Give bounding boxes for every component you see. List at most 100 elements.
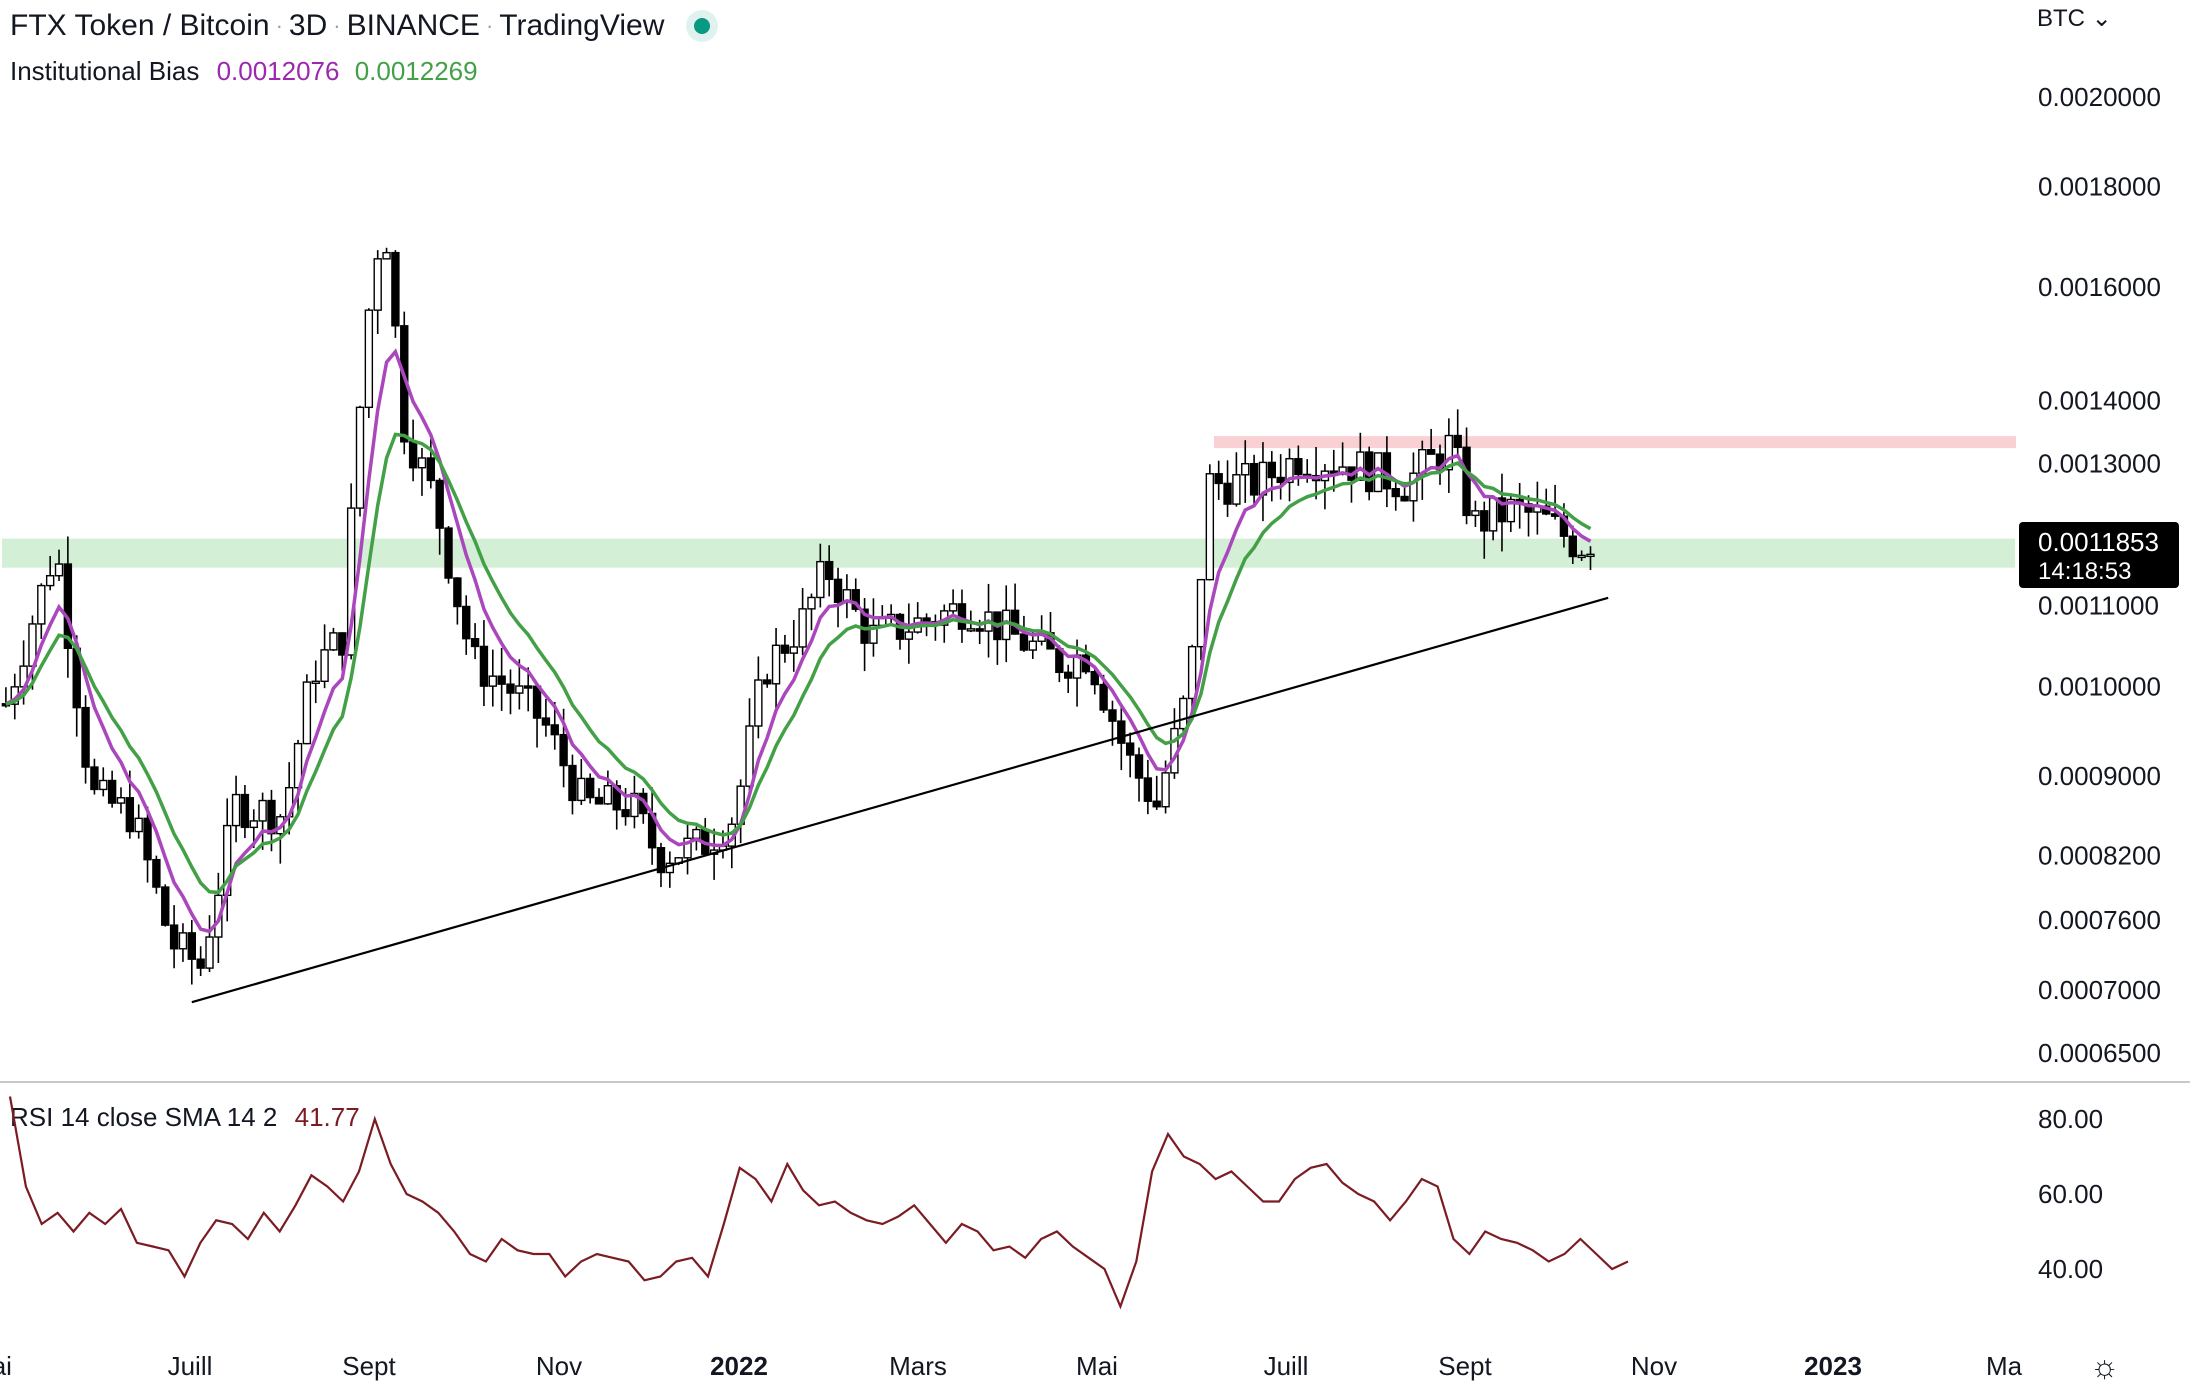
candle-body <box>577 777 586 802</box>
price-axis-tick: 0.0007600 <box>2038 905 2161 935</box>
candle-body <box>444 527 453 579</box>
candle-body <box>754 679 763 727</box>
price-axis-tick: 0.0016000 <box>2038 272 2161 302</box>
interval-label[interactable]: 3D <box>288 9 328 42</box>
price-axis-tick: 0.0013000 <box>2038 448 2161 478</box>
candle-body <box>966 628 976 632</box>
candle-body <box>763 679 772 685</box>
ema-fast-line <box>5 348 1592 934</box>
price-axis-tick: 0.0014000 <box>2038 385 2161 415</box>
price-axis-tick: 0.0020000 <box>2038 82 2161 112</box>
price-axis-tick: 0.0007000 <box>2038 975 2161 1005</box>
rsi-legend[interactable]: RSI 14 close SMA 14 2 41.77 <box>10 1102 360 1133</box>
candle-body <box>152 858 161 888</box>
time-axis-tick: Juill <box>168 1351 213 1381</box>
time-axis-tick: 2023 <box>1804 1351 1862 1381</box>
candle-body <box>1285 458 1294 484</box>
candle-body <box>1568 535 1577 558</box>
candle-body <box>258 799 267 822</box>
rsi-axis-tick: 40.00 <box>2038 1254 2103 1284</box>
rsi-axis-tick: 60.00 <box>2038 1179 2103 1209</box>
rsi-name: RSI 14 close SMA 14 2 <box>10 1102 278 1132</box>
resistance-zone <box>1214 436 2016 449</box>
ema-slow-line <box>5 432 1592 895</box>
candle-body <box>346 507 356 656</box>
zones-layer <box>2 436 2016 568</box>
candle-body <box>1577 554 1586 559</box>
candles-layer <box>1 247 1595 985</box>
candle-body <box>541 717 551 726</box>
candle-body <box>143 817 152 861</box>
indicator-value-slow: 0.0012269 <box>354 56 478 86</box>
time-axis-tick: Mai <box>1076 1351 1118 1381</box>
candle-body <box>922 617 931 623</box>
candle-body <box>1152 800 1161 808</box>
candle-body <box>1391 488 1400 498</box>
chevron-down-icon: ⌄ <box>2091 5 2112 32</box>
candle-body <box>1161 772 1170 808</box>
candle-body <box>453 577 462 608</box>
candle-body <box>665 862 675 874</box>
candle-body <box>1134 754 1144 779</box>
candle-body <box>240 793 250 829</box>
candle-body <box>603 785 613 805</box>
candle-body <box>568 764 577 802</box>
candle-body <box>1117 720 1126 744</box>
candle-body <box>1453 434 1462 449</box>
rsi-value: 41.77 <box>294 1102 360 1132</box>
price-axis-tick: 0.0018000 <box>2038 172 2161 202</box>
candle-body <box>1497 497 1507 523</box>
time-axis-tick: Mars <box>889 1351 947 1381</box>
chart-header: FTX Token / Bitcoin · 3D · BINANCE · Tra… <box>10 6 711 46</box>
indicator-value-fast: 0.0012076 <box>216 56 340 86</box>
rsi-axis-tick: 80.00 <box>2038 1104 2103 1134</box>
candle-body <box>470 637 480 648</box>
candle-body <box>1276 476 1285 484</box>
candle-body <box>1125 742 1135 756</box>
candle-body <box>771 644 781 685</box>
platform-label: TradingView <box>499 9 665 42</box>
candle-body <box>134 817 143 833</box>
candle-body <box>1028 640 1037 651</box>
price-axis-tick: 0.0009000 <box>2038 761 2161 791</box>
candle-body <box>532 685 542 719</box>
rsi-layer <box>8 1096 1629 1310</box>
ema-layer <box>5 348 1592 934</box>
rsi-line <box>8 1096 1629 1310</box>
candle-body <box>1187 645 1197 700</box>
gear-icon[interactable]: ☼ <box>2090 1348 2120 1384</box>
candle-body <box>798 608 807 648</box>
candle-body <box>45 575 55 587</box>
candle-body <box>1426 448 1436 455</box>
price-axis-tick: 0.0010000 <box>2038 672 2161 702</box>
candle-body <box>497 675 506 685</box>
candle-body <box>630 792 639 818</box>
candle-body <box>355 406 365 509</box>
candle-body <box>1019 633 1029 651</box>
candle-body <box>621 809 630 818</box>
candle-body <box>656 847 666 874</box>
candle-body <box>585 777 595 799</box>
indicator-legend[interactable]: Institutional Bias 0.0012076 0.0012269 <box>10 56 478 87</box>
axes-layer: 0.0020000 0.0018000 0.0016000 0.0014000 0.00… <box>0 82 2161 1381</box>
candle-body <box>169 924 179 950</box>
market-status-icon <box>694 18 711 34</box>
candle-body <box>559 733 568 767</box>
candle-body <box>125 797 135 833</box>
candle-body <box>161 886 170 926</box>
trendline <box>191 596 1609 1004</box>
candle-body <box>824 560 834 581</box>
candle-body <box>417 457 427 469</box>
candle-body <box>1329 470 1338 474</box>
candle-body <box>1196 578 1206 648</box>
candle-body <box>1249 462 1259 496</box>
currency-selector[interactable]: BTC ⌄ <box>2037 4 2112 33</box>
candle-body <box>329 632 338 651</box>
candle-body <box>1241 462 1250 476</box>
candle-body <box>1400 495 1409 502</box>
trendline-layer <box>191 596 1609 1004</box>
time-axis-tick: Nov <box>536 1351 582 1381</box>
symbol-title[interactable]: FTX Token / Bitcoin <box>10 9 270 42</box>
time-axis-tick: 2022 <box>710 1351 768 1381</box>
